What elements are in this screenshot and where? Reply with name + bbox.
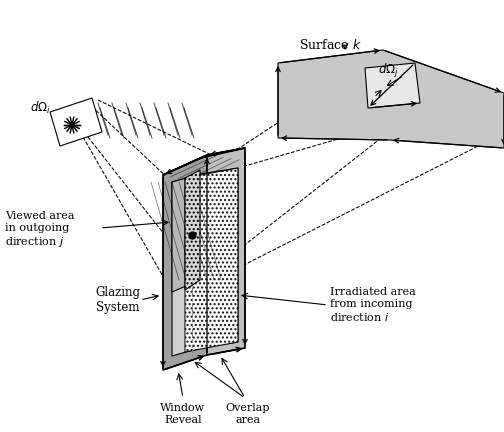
Text: $d\Omega_i$: $d\Omega_i$ — [30, 100, 51, 116]
Polygon shape — [185, 168, 238, 352]
Polygon shape — [172, 174, 200, 292]
Polygon shape — [207, 148, 245, 355]
Text: $d\Omega_j$: $d\Omega_j$ — [378, 62, 399, 80]
Polygon shape — [200, 168, 238, 348]
Text: Window
Reveal: Window Reveal — [160, 403, 206, 425]
Polygon shape — [163, 155, 207, 370]
Polygon shape — [185, 170, 200, 290]
Polygon shape — [365, 63, 420, 108]
Text: Irradiated area
from incoming
direction $i$: Irradiated area from incoming direction … — [330, 287, 416, 323]
Text: Viewed area
in outgoing
direction $j$: Viewed area in outgoing direction $j$ — [5, 211, 75, 249]
Polygon shape — [278, 50, 504, 148]
Text: Surface $k$: Surface $k$ — [299, 38, 361, 52]
Text: Overlap
area: Overlap area — [226, 403, 270, 425]
Polygon shape — [50, 98, 102, 146]
Polygon shape — [172, 174, 200, 356]
Text: Glazing
System: Glazing System — [95, 286, 141, 314]
Polygon shape — [163, 148, 245, 175]
